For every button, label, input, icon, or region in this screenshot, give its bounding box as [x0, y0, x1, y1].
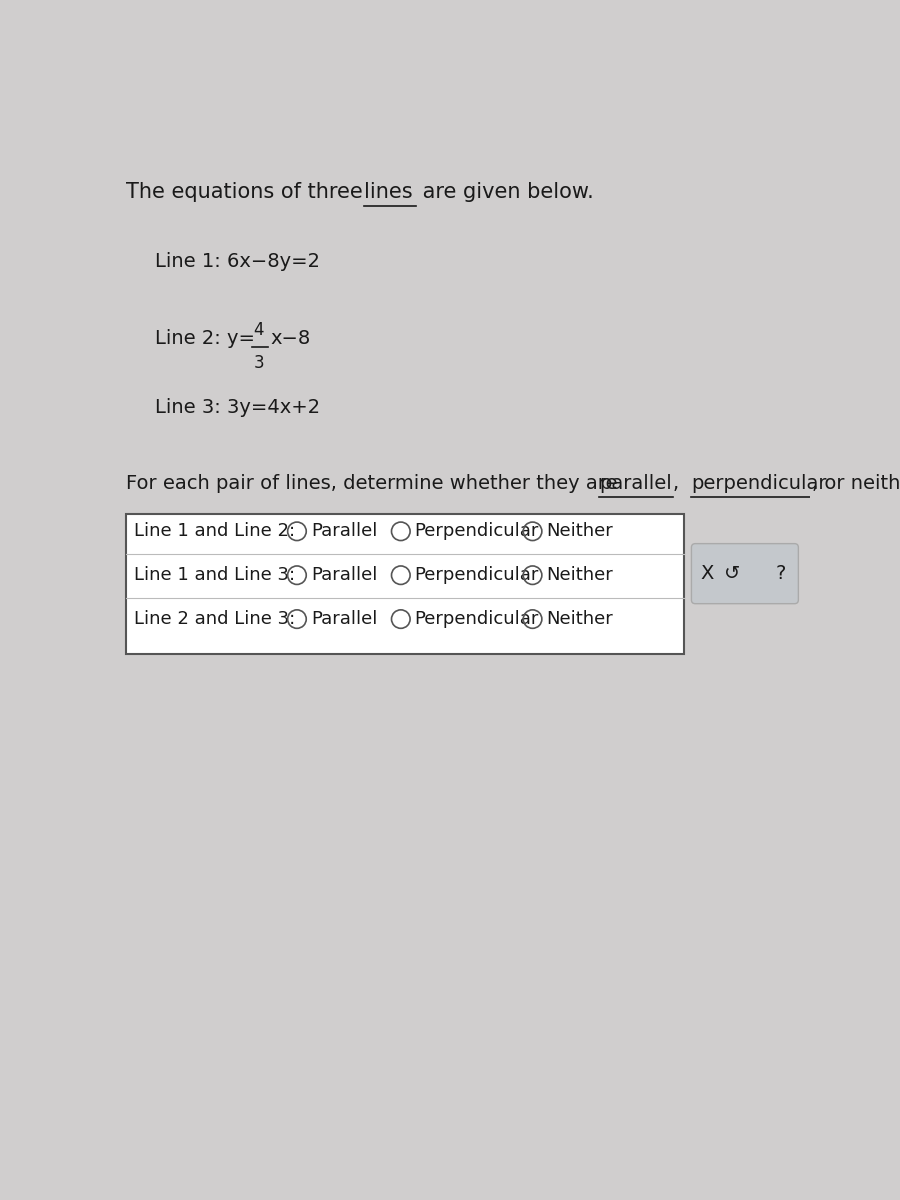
Text: lines: lines: [364, 182, 413, 203]
Text: Perpendicular: Perpendicular: [415, 610, 539, 628]
Text: are given below.: are given below.: [416, 182, 594, 203]
Text: 3: 3: [254, 354, 265, 372]
Text: Line 2 and Line 3:: Line 2 and Line 3:: [134, 610, 295, 628]
Text: Line 1 and Line 3:: Line 1 and Line 3:: [134, 566, 295, 584]
Text: Line 3: 3y=4x+2: Line 3: 3y=4x+2: [155, 398, 320, 418]
Text: Parallel: Parallel: [310, 522, 377, 540]
Text: Neither: Neither: [546, 566, 613, 584]
Text: ?: ?: [776, 564, 786, 583]
Text: 4: 4: [254, 320, 265, 338]
Text: ,: ,: [673, 474, 685, 492]
Text: ↺: ↺: [724, 564, 740, 583]
FancyBboxPatch shape: [126, 514, 685, 654]
Text: For each pair of lines, determine whether they are: For each pair of lines, determine whethe…: [126, 474, 625, 492]
Text: perpendicular: perpendicular: [691, 474, 827, 492]
Text: X: X: [700, 564, 714, 583]
Text: Line 2: y=: Line 2: y=: [155, 329, 255, 348]
Text: Neither: Neither: [546, 522, 613, 540]
Text: Neither: Neither: [546, 610, 613, 628]
Text: parallel: parallel: [598, 474, 671, 492]
Text: x−8: x−8: [271, 329, 310, 348]
FancyBboxPatch shape: [691, 544, 798, 604]
Text: The equations of three: The equations of three: [126, 182, 370, 203]
Text: Parallel: Parallel: [310, 610, 377, 628]
Text: Parallel: Parallel: [310, 566, 377, 584]
Text: Perpendicular: Perpendicular: [415, 566, 539, 584]
Text: Line 1 and Line 2:: Line 1 and Line 2:: [134, 522, 295, 540]
Text: Perpendicular: Perpendicular: [415, 522, 539, 540]
Text: , or neither.: , or neither.: [812, 474, 900, 492]
Text: Line 1: 6x−8y=2: Line 1: 6x−8y=2: [155, 252, 320, 271]
